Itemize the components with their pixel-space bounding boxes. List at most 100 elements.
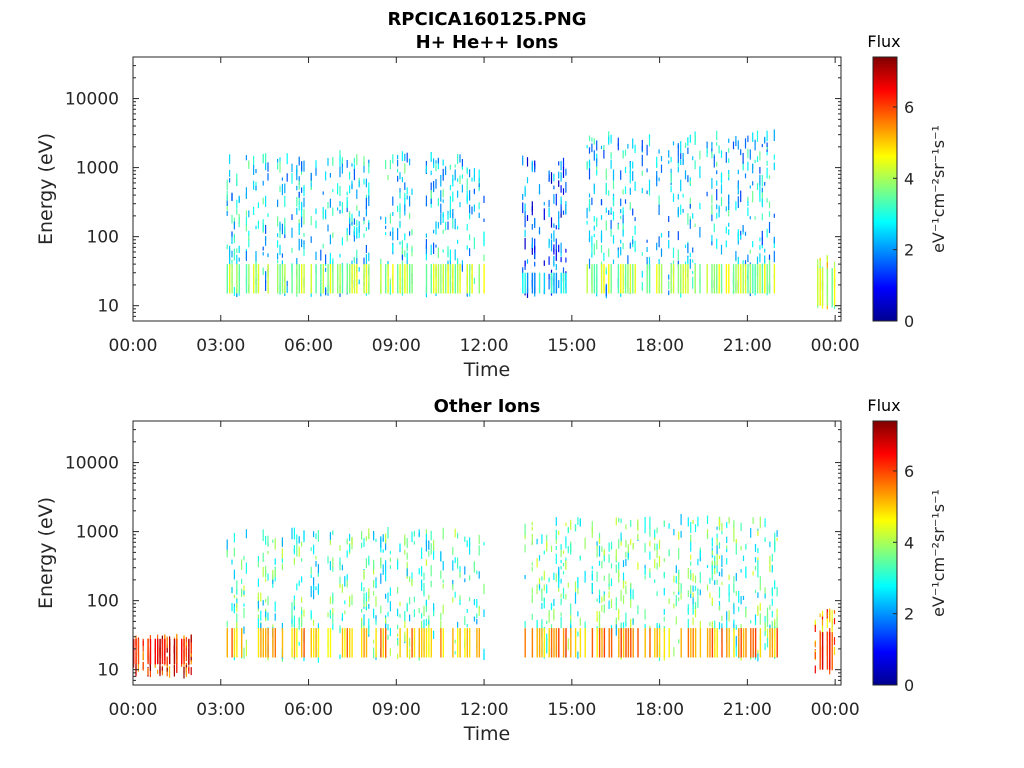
flux-cell	[433, 539, 435, 551]
flux-cell	[363, 570, 365, 577]
flux-cell	[368, 603, 370, 609]
flux-cell	[629, 242, 631, 249]
colorbar-tick-label: 6	[904, 462, 914, 481]
flux-cell	[301, 201, 303, 210]
flux-cell	[560, 565, 562, 570]
flux-band-cell	[363, 264, 365, 294]
flux-cell	[421, 547, 423, 559]
y-tick-label: 100	[87, 228, 119, 248]
flux-cell	[773, 250, 775, 263]
flux-cell	[632, 543, 634, 549]
flux-cell	[524, 575, 526, 580]
flux-cell	[740, 149, 742, 156]
flux-cell	[346, 231, 348, 235]
flux-cell	[430, 152, 432, 160]
flux-cell	[483, 653, 485, 660]
flux-cell	[265, 153, 267, 163]
flux-band-cell	[624, 264, 627, 294]
flux-cell	[469, 537, 471, 547]
flux-cell	[761, 144, 763, 148]
flux-cell	[654, 559, 656, 569]
flux-cell	[565, 594, 567, 600]
flux-cell	[534, 165, 536, 173]
flux-cell	[608, 600, 610, 609]
flux-cell	[404, 250, 406, 257]
flux-cell	[766, 145, 768, 150]
flux-cell	[327, 158, 329, 166]
flux-cell	[776, 530, 778, 537]
flux-band-cell	[733, 628, 735, 658]
flux-cell	[598, 560, 601, 566]
flux-cell	[241, 559, 243, 570]
flux-cell	[678, 569, 680, 575]
flux-band-cell	[745, 628, 747, 658]
flux-band-cell	[694, 628, 697, 658]
flux-cell	[147, 667, 149, 676]
flux-cell	[399, 207, 401, 219]
flux-cell	[423, 583, 425, 595]
flux-cell	[745, 567, 747, 579]
flux-cell	[658, 149, 660, 154]
flux-cell	[296, 583, 298, 591]
flux-cell	[764, 627, 766, 631]
flux-cell	[483, 241, 485, 247]
flux-cell	[641, 271, 643, 278]
flux-cell	[600, 261, 603, 266]
flux-cell	[766, 228, 768, 238]
flux-cell	[541, 619, 543, 631]
flux-band-cell	[817, 268, 819, 306]
flux-cell	[346, 196, 348, 205]
flux-cell	[277, 199, 279, 207]
flux-cell	[689, 180, 691, 185]
flux-cell	[538, 227, 541, 234]
flux-cell	[238, 195, 240, 203]
flux-cell	[373, 532, 375, 541]
flux-cell	[526, 259, 529, 264]
flux-cell	[577, 631, 579, 637]
flux-cell	[428, 550, 430, 557]
flux-cell	[601, 596, 603, 603]
flux-cell	[553, 599, 555, 607]
flux-cell	[766, 198, 768, 203]
flux-cell	[368, 188, 370, 200]
flux-cell	[610, 541, 613, 549]
flux-band-cell	[831, 268, 833, 306]
flux-cell	[560, 242, 562, 254]
flux-band-cell	[593, 264, 596, 294]
flux-cell	[291, 214, 293, 221]
flux-cell	[534, 160, 536, 170]
flux-cell	[298, 156, 300, 166]
flux-band-cell	[629, 264, 632, 294]
flux-cell	[534, 261, 536, 267]
flux-cell	[226, 211, 228, 216]
flux-cell	[373, 608, 375, 619]
flux-cell	[346, 200, 348, 208]
flux-band-cell	[464, 628, 466, 658]
flux-cell	[641, 282, 643, 289]
flux-cell	[373, 647, 375, 659]
flux-cell	[265, 195, 267, 207]
flux-cell	[629, 171, 631, 184]
flux-cell	[310, 566, 312, 575]
flux-band-cell	[735, 264, 737, 294]
flux-cell	[466, 624, 468, 628]
flux-cell	[541, 588, 543, 593]
flux-cell	[524, 260, 526, 267]
flux-cell	[351, 542, 353, 550]
flux-cell	[618, 539, 620, 549]
flux-cell	[586, 145, 588, 149]
colorbar-title: Flux	[867, 396, 900, 415]
flux-band-cell	[826, 632, 829, 670]
flux-cell	[754, 557, 757, 563]
flux-cell	[560, 196, 562, 205]
flux-cell	[774, 532, 776, 543]
flux-cell	[612, 197, 615, 201]
flux-cell	[754, 159, 756, 163]
x-tick-label: 09:00	[372, 336, 421, 356]
flux-cell	[716, 130, 718, 141]
flux-cell	[689, 219, 691, 229]
flux-cell	[668, 549, 670, 557]
flux-cell	[399, 601, 401, 607]
